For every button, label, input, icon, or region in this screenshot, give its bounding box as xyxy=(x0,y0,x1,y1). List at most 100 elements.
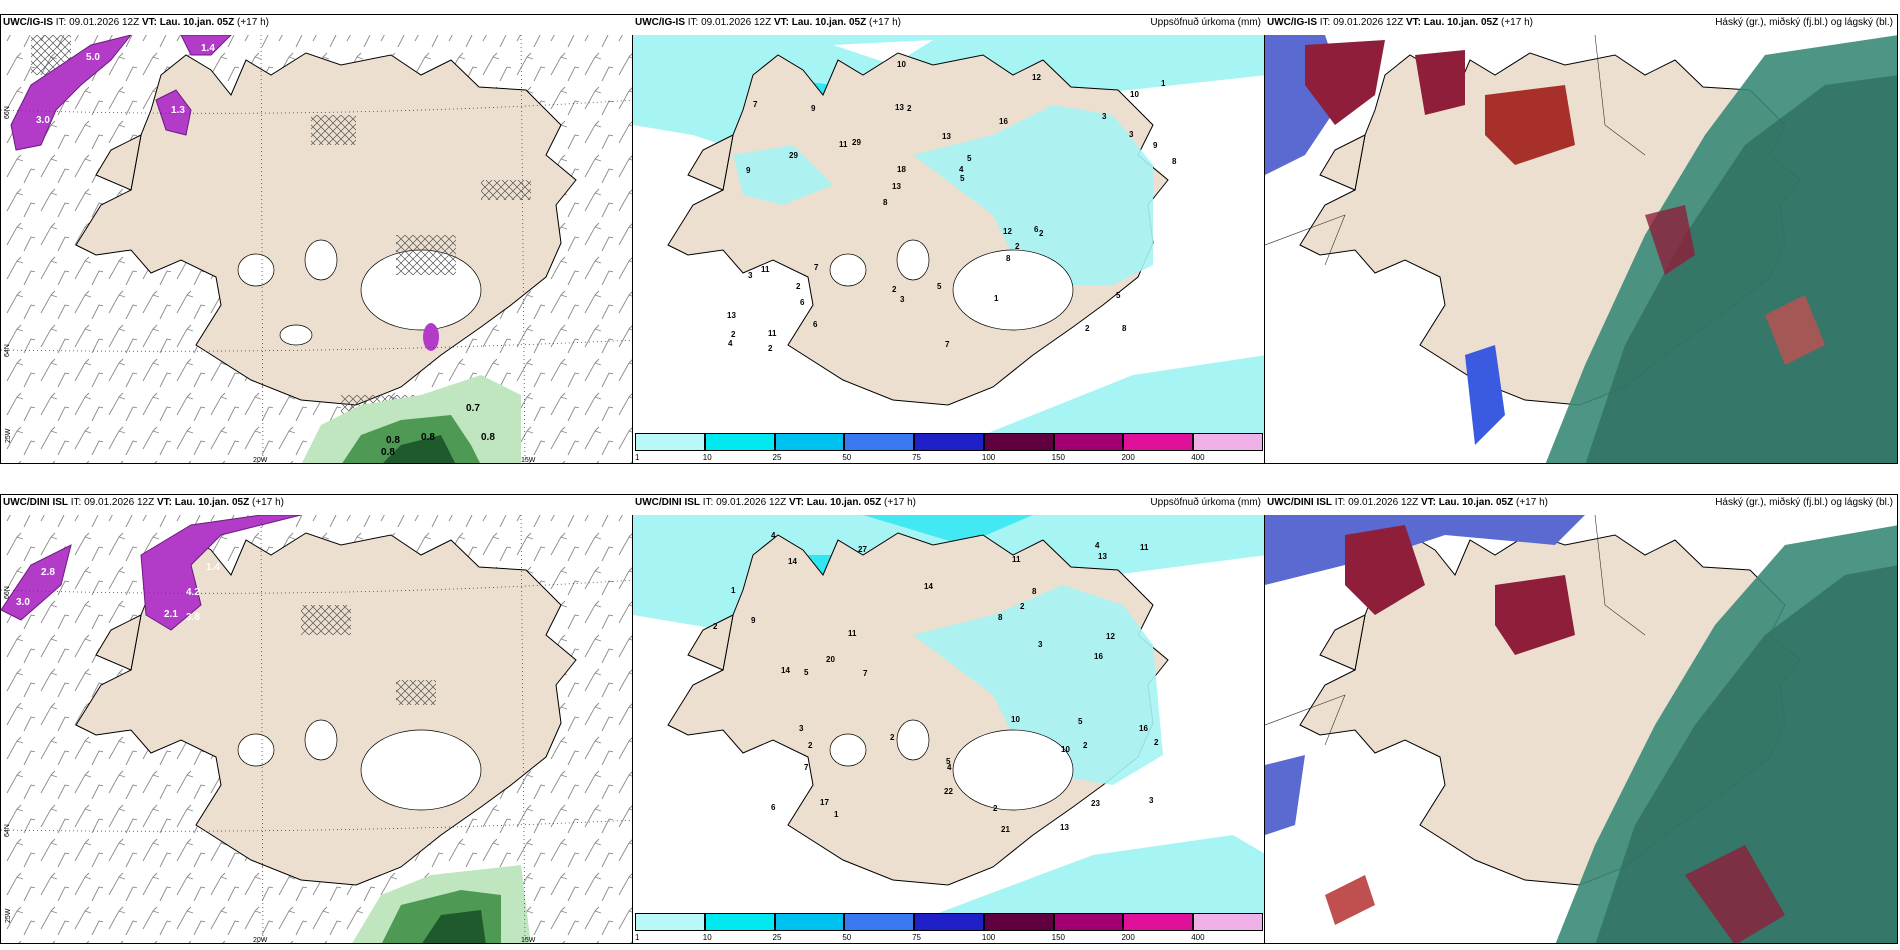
colorbar-swatch xyxy=(1053,913,1124,931)
precip-value: 2 xyxy=(1154,738,1159,747)
precip-value: 6 xyxy=(1034,225,1039,234)
precip-value: 10 xyxy=(897,60,906,69)
value-label: 4.2 xyxy=(186,587,200,598)
colorbar-tick: 10 xyxy=(702,933,712,942)
precip-value: 3 xyxy=(1102,112,1107,121)
colorbar-tick: 1 xyxy=(635,933,640,942)
precip-value: 13 xyxy=(892,182,901,191)
colorbar-swatch xyxy=(704,433,775,451)
value-label: 3.8 xyxy=(226,547,240,558)
precip-value: 2 xyxy=(1020,602,1025,611)
precip-value: 5 xyxy=(1078,717,1083,726)
precip-value: 10 xyxy=(1130,90,1139,99)
value-label: 0.8 xyxy=(421,432,435,443)
colorbar-swatch xyxy=(635,913,705,931)
colorbar-tick: 50 xyxy=(842,453,852,462)
precip-value: 14 xyxy=(788,557,797,566)
precip-value: 6 xyxy=(800,298,805,307)
precip-value: 11 xyxy=(848,629,857,638)
precip-value: 7 xyxy=(753,100,758,109)
precip-value: 4 xyxy=(947,763,952,772)
panel-bottom-clouds: UWC/DINI ISL IT: 09.01.2026 12Z VT: Lau.… xyxy=(1264,494,1898,944)
panel-top-wind: UWC/IG-IS IT: 09.01.2026 12Z VT: Lau. 10… xyxy=(0,14,634,464)
grid-label-lat64: 64N xyxy=(4,824,11,837)
precip-value: 2 xyxy=(907,104,912,113)
precip-value: 7 xyxy=(804,763,809,772)
colorbar-tick: 200 xyxy=(1121,453,1135,462)
colorbar-tick: 75 xyxy=(912,933,922,942)
precip-value: 2 xyxy=(768,344,773,353)
panel-header: UWC/IG-IS IT: 09.01.2026 12Z VT: Lau. 10… xyxy=(1,15,633,35)
precip-value: 7 xyxy=(945,340,950,349)
precip-value: 2 xyxy=(731,330,736,339)
value-label: 1.4 xyxy=(206,562,220,573)
precip-value: 2 xyxy=(1015,242,1020,251)
colorbar: 1 10 25 50 75 100 150 200 400 xyxy=(635,913,1263,943)
precip-value: 8 xyxy=(1032,587,1037,596)
precip-value: 13 xyxy=(942,132,951,141)
colorbar-tick: 75 xyxy=(912,453,922,462)
grid-label-lon20: 20W xyxy=(253,457,268,464)
grid-label-lat64: 64N xyxy=(4,344,11,357)
precip-value: 5 xyxy=(937,282,942,291)
precip-value: 4 xyxy=(728,339,733,348)
precip-value: 22 xyxy=(944,787,953,796)
colorbar-tick: 100 xyxy=(981,453,996,462)
value-label: 0.7 xyxy=(466,403,480,414)
colorbar-swatch xyxy=(914,913,984,931)
precip-value: 3 xyxy=(900,295,905,304)
precip-value: 11 xyxy=(761,265,770,274)
colorbar-tick: 150 xyxy=(1051,453,1066,462)
grid-label-lon25: 25W xyxy=(5,908,12,923)
precip-value: 1 xyxy=(1161,79,1166,88)
precip-labels: 1613465112782116101323114717111495231411… xyxy=(713,531,1159,834)
grid-label-lon15: 15W xyxy=(521,457,536,464)
panel-top-precip: UWC/IG-IS IT: 09.01.2026 12Z VT: Lau. 10… xyxy=(632,14,1266,464)
precip-value: 21 xyxy=(1001,825,1010,834)
panel-subtitle: Háský (gr.), miðský (fj.bl.) og lágský (… xyxy=(1715,497,1893,508)
precip-value: 8 xyxy=(1122,324,1127,333)
precip-value: 4 xyxy=(959,165,964,174)
grid-label-lat66: 66N xyxy=(4,586,11,599)
precip-value: 7 xyxy=(814,263,819,272)
colorbar-swatch xyxy=(983,433,1054,451)
colorbar-swatch xyxy=(1193,913,1263,931)
wind-map: 66N 64N 25W 20W 15W 3.0 1.3 5.0 1.4 0.7 … xyxy=(1,34,633,464)
precip-value: 10 xyxy=(1011,715,1020,724)
precip-value: 4 xyxy=(1095,541,1100,550)
precip-value: 2 xyxy=(890,733,895,742)
precip-value: 2 xyxy=(808,741,813,750)
colorbar: 1 10 25 50 75 100 150 200 400 xyxy=(635,433,1263,463)
panel-header: UWC/IG-IS IT: 09.01.2026 12Z VT: Lau. 10… xyxy=(633,15,1265,35)
precip-value: 2 xyxy=(1085,324,1090,333)
precip-value: 12 xyxy=(1106,632,1115,641)
value-label: 2.1 xyxy=(164,609,178,620)
precip-value: 3 xyxy=(799,724,804,733)
colorbar-swatch xyxy=(635,433,705,451)
colorbar-swatch xyxy=(914,433,984,451)
value-label: 3.0 xyxy=(16,597,30,608)
precip-map: 8910816111313112913625271081231321891272… xyxy=(633,35,1265,435)
precip-value: 9 xyxy=(751,616,756,625)
colorbar-swatch xyxy=(1193,433,1263,451)
precip-value: 2 xyxy=(993,804,998,813)
precip-value: 1 xyxy=(994,294,999,303)
precip-value: 29 xyxy=(852,138,861,147)
value-label: 2.8 xyxy=(41,567,55,578)
precip-value: 10 xyxy=(1061,745,1070,754)
precip-value: 1 xyxy=(731,586,736,595)
precip-value: 5 xyxy=(804,668,809,677)
precip-value: 2 xyxy=(1083,741,1088,750)
value-label: 0.8 xyxy=(381,447,395,458)
precip-value: 8 xyxy=(883,198,888,207)
colorbar-tick: 200 xyxy=(1121,933,1135,942)
value-label: 5.0 xyxy=(86,52,100,63)
precip-value: 13 xyxy=(895,103,904,112)
precip-value: 3 xyxy=(1149,796,1154,805)
precip-value: 11 xyxy=(1012,555,1021,564)
precip-value: 17 xyxy=(820,798,829,807)
colorbar-tick: 100 xyxy=(981,933,996,942)
precip-value: 16 xyxy=(1094,652,1103,661)
colorbar-tick: 400 xyxy=(1191,933,1205,942)
colorbar-tick: 10 xyxy=(702,453,712,462)
